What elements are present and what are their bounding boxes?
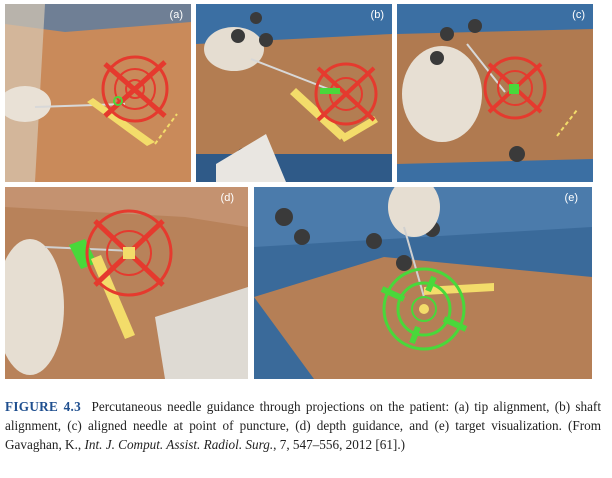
journal-name: Int. J. Comput. Assist. Radiol. Surg. [84, 437, 274, 452]
caption-text: Percutaneous needle guidance through pro… [5, 399, 601, 452]
puncture-point-photo [397, 4, 593, 182]
photo-panel-d: (d) [5, 187, 248, 379]
gloved-hand [5, 86, 51, 122]
figure-label: FIGURE 4.3 [5, 399, 82, 414]
panel-label: (e) [564, 192, 578, 204]
tip-alignment-photo [5, 4, 191, 182]
projector-device [216, 134, 286, 182]
panel-label: (c) [572, 9, 585, 21]
panel-label: (a) [169, 9, 183, 21]
target-visualization-photo [254, 187, 592, 379]
tracking-markers [430, 19, 525, 162]
target-crosshair [380, 267, 468, 351]
gloved-hand [204, 27, 264, 71]
depth-indicator-bar [69, 239, 97, 269]
target-crosshair [101, 55, 169, 123]
aligned-marker [509, 84, 519, 94]
needle [34, 103, 126, 108]
depth-guidance-photo [5, 187, 248, 379]
panel-label: (d) [220, 192, 234, 204]
panel-label: (b) [370, 9, 384, 21]
needle [403, 226, 425, 298]
photo-panel-b: (b) [196, 4, 392, 182]
needle [250, 58, 337, 93]
projector-device [155, 287, 248, 379]
shaft-alignment-photo [196, 4, 392, 182]
shaft-indicator [320, 88, 340, 94]
gloved-hand [5, 239, 64, 375]
photo-panel-c: (c) [397, 4, 593, 182]
photo-panel-a: (a) [5, 4, 191, 182]
gloved-hand [402, 46, 482, 142]
figure-caption: FIGURE 4.3 Percutaneous needle guidance … [5, 397, 601, 454]
target-point [419, 304, 429, 314]
tracking-markers [275, 208, 440, 271]
projected-shaft-line [87, 98, 155, 146]
tip-marker [113, 96, 123, 106]
photo-panel-e: (e) [254, 187, 592, 379]
projected-shaft-line [290, 88, 346, 140]
gloved-hand [388, 187, 440, 237]
caption-citation: , 7, 547–556, 2012 [61].) [273, 437, 406, 452]
